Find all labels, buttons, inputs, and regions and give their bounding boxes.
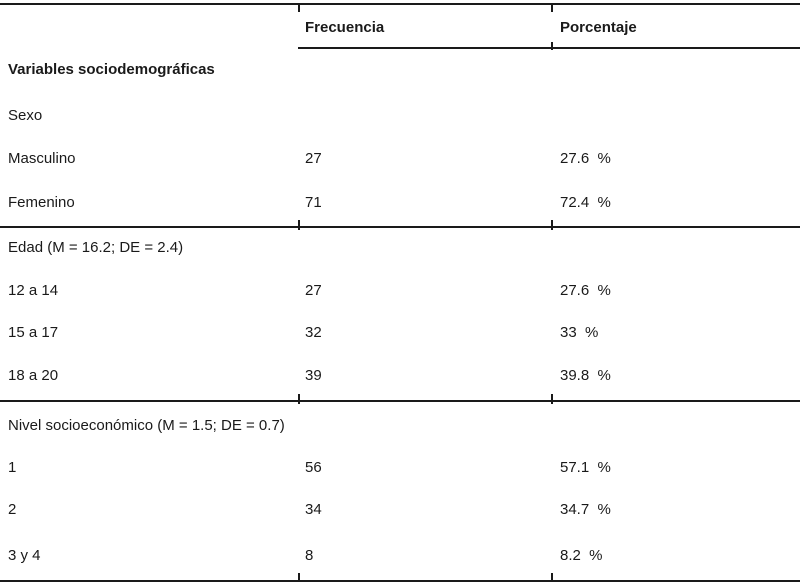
- frequency-value: 8: [305, 547, 314, 564]
- section-divider-sexo-edad: [0, 226, 800, 228]
- table-row: 15 a 17 32 33 %: [0, 323, 800, 343]
- row-label-nivel: Nivel socioeconómico (M = 1.5; DE = 0.7): [8, 417, 285, 434]
- column-header-frequency: Frecuencia: [305, 19, 385, 36]
- frequency-value: 27: [305, 150, 322, 167]
- table-top-border: [0, 3, 800, 5]
- frequency-value: 71: [305, 194, 322, 211]
- table-row: 1 56 57.1 %: [0, 458, 800, 478]
- table-row: Femenino 71 72.4 %: [0, 193, 800, 213]
- percentage-value: 72.4 %: [560, 194, 611, 211]
- column-tick: [298, 220, 300, 230]
- percentage-value: 33 %: [560, 324, 599, 341]
- table-header-row: Frecuencia Porcentaje: [0, 18, 800, 38]
- column-header-percentage: Porcentaje: [560, 19, 637, 36]
- percentage-value: 57.1 %: [560, 459, 611, 476]
- table-row: Edad (M = 16.2; DE = 2.4): [0, 238, 800, 258]
- table-row: Variables sociodemográficas: [0, 60, 800, 80]
- column-tick: [551, 3, 553, 12]
- table-row: Sexo: [0, 106, 800, 126]
- percentage-value: 27.6 %: [560, 282, 611, 299]
- column-tick: [551, 42, 553, 50]
- row-label-sexo: Sexo: [8, 107, 43, 124]
- row-label-nivel-1: 1: [8, 459, 17, 476]
- frequency-value: 56: [305, 459, 322, 476]
- row-label-18a20: 18 a 20: [8, 367, 59, 384]
- row-label-nivel-3y4: 3 y 4: [8, 547, 41, 564]
- row-label-femenino: Femenino: [8, 194, 75, 211]
- row-label-12a14: 12 a 14: [8, 282, 59, 299]
- column-tick: [298, 573, 300, 582]
- table-row: 2 34 34.7 %: [0, 500, 800, 520]
- row-label-masculino: Masculino: [8, 150, 76, 167]
- section-divider-edad-nivel: [0, 400, 800, 402]
- table-row: 3 y 4 8 8.2 %: [0, 546, 800, 566]
- table-bottom-border: [0, 580, 800, 582]
- frequency-value: 39: [305, 367, 322, 384]
- frequency-value: 34: [305, 501, 322, 518]
- section-title-variables: Variables sociodemográficas: [8, 61, 215, 78]
- table-row: 18 a 20 39 39.8 %: [0, 366, 800, 386]
- percentage-value: 27.6 %: [560, 150, 611, 167]
- percentage-value: 34.7 %: [560, 501, 611, 518]
- column-tick: [298, 3, 300, 12]
- header-underline: [298, 47, 800, 49]
- row-label-edad: Edad (M = 16.2; DE = 2.4): [8, 239, 184, 256]
- row-label-15a17: 15 a 17: [8, 324, 59, 341]
- percentage-value: 39.8 %: [560, 367, 611, 384]
- percentage-value: 8.2 %: [560, 547, 603, 564]
- frequency-value: 27: [305, 282, 322, 299]
- column-tick: [551, 394, 553, 404]
- frequency-value: 32: [305, 324, 322, 341]
- table-row: Masculino 27 27.6 %: [0, 149, 800, 169]
- column-tick: [298, 394, 300, 404]
- table-row: Nivel socioeconómico (M = 1.5; DE = 0.7): [0, 416, 800, 436]
- row-label-nivel-2: 2: [8, 501, 17, 518]
- column-tick: [551, 573, 553, 582]
- table-row: 12 a 14 27 27.6 %: [0, 281, 800, 301]
- column-tick: [551, 220, 553, 230]
